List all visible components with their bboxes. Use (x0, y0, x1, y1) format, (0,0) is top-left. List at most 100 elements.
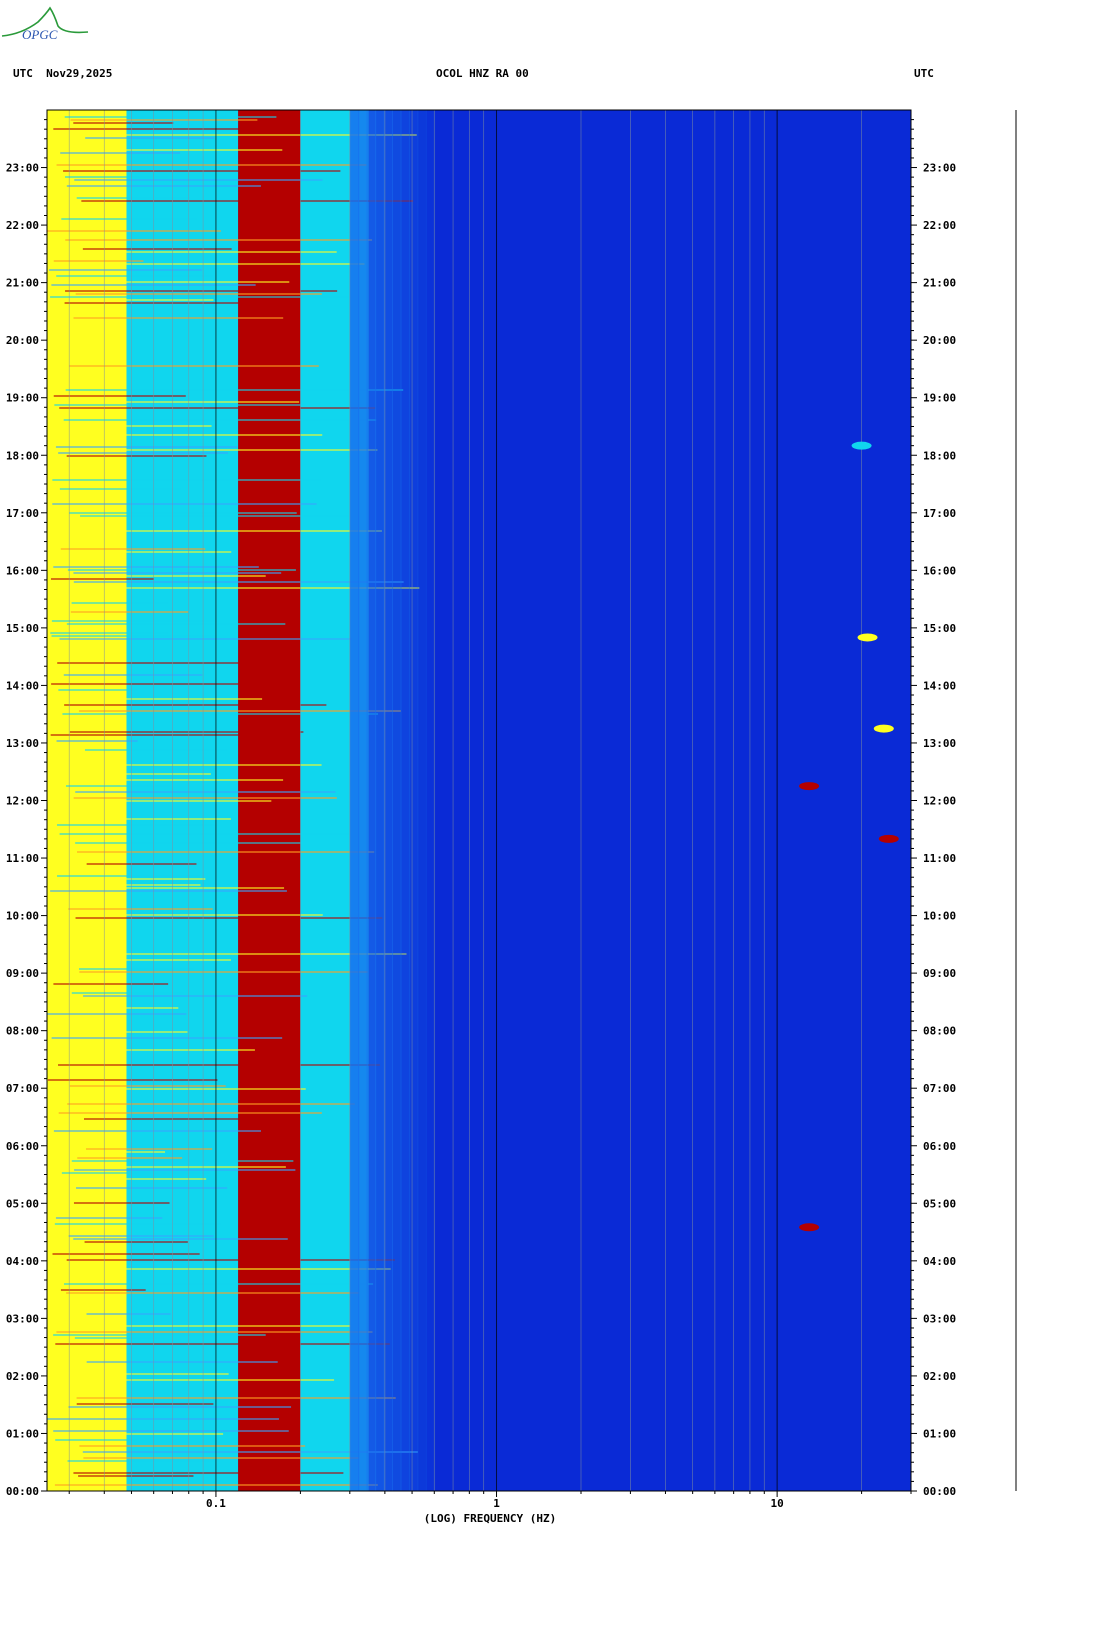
texture-row (79, 1433, 224, 1435)
texture-row (53, 128, 280, 130)
texture-row (59, 833, 356, 835)
texture-row (56, 1331, 373, 1333)
transition-band (425, 110, 436, 1491)
event-3 (857, 633, 878, 642)
texture-row (53, 1334, 266, 1336)
texture-row (67, 1103, 355, 1105)
x-axis-label: (LOG) FREQUENCY (HZ) (424, 1512, 556, 1525)
y-tick-label-right: 10:00 (923, 910, 956, 923)
texture-row (86, 1361, 278, 1363)
transition-band (392, 110, 402, 1491)
y-tick-label-right: 20:00 (923, 334, 956, 347)
texture-row (50, 887, 285, 889)
texture-row (61, 1172, 209, 1174)
texture-row (74, 884, 201, 886)
texture-row (59, 407, 376, 409)
band-4 (368, 110, 911, 1491)
y-tick-label-left: 04:00 (6, 1255, 39, 1268)
texture-row (73, 572, 282, 574)
y-tick-label-right: 01:00 (923, 1427, 956, 1440)
texture-row (75, 791, 336, 793)
texture-row (65, 176, 169, 178)
texture-row (77, 1157, 183, 1159)
texture-row (68, 908, 213, 910)
transition-band (400, 110, 410, 1491)
texture-row (73, 797, 337, 799)
texture-row (71, 602, 168, 604)
texture-row (60, 548, 206, 550)
texture-row (55, 1217, 163, 1219)
y-tick-label-right: 08:00 (923, 1025, 956, 1038)
texture-row (51, 620, 217, 622)
y-tick-label-right: 04:00 (923, 1255, 956, 1268)
texture-row (53, 878, 206, 880)
texture-row (75, 251, 337, 253)
y-tick-label-right: 00:00 (923, 1485, 956, 1498)
y-tick-label-right: 21:00 (923, 277, 956, 290)
texture-row (75, 842, 301, 844)
texture-row (58, 1064, 380, 1066)
texture-row (63, 419, 377, 421)
texture-row (72, 953, 407, 955)
texture-row (81, 200, 414, 202)
texture-row (76, 197, 191, 199)
texture-row (86, 1313, 171, 1315)
texture-row (84, 1241, 188, 1243)
texture-row (66, 575, 266, 577)
y-tick-label-left: 21:00 (6, 277, 39, 290)
texture-row (60, 800, 272, 802)
texture-row (65, 785, 171, 787)
texture-row (76, 449, 378, 451)
event-2 (878, 834, 899, 843)
texture-row (47, 1013, 187, 1015)
texture-row (72, 914, 323, 916)
texture-row (76, 1397, 396, 1399)
texture-row (65, 239, 373, 241)
texture-row (66, 1259, 395, 1261)
texture-row (47, 281, 290, 283)
header-right: UTC (914, 67, 934, 80)
texture-row (83, 995, 308, 997)
texture-row (77, 851, 375, 853)
texture-row (55, 1343, 390, 1345)
texture-row (74, 1337, 161, 1339)
texture-row (70, 1325, 351, 1327)
texture-row (84, 1373, 229, 1375)
texture-row (59, 488, 182, 490)
y-tick-label-left: 20:00 (6, 334, 39, 347)
y-tick-label-left: 15:00 (6, 622, 39, 635)
texture-row (73, 1238, 288, 1240)
y-tick-label-right: 05:00 (923, 1197, 956, 1210)
y-tick-label-right: 13:00 (923, 737, 956, 750)
texture-row (49, 434, 323, 436)
texture-row (66, 698, 263, 700)
texture-row (56, 779, 284, 781)
y-tick-label-left: 01:00 (6, 1427, 39, 1440)
texture-row (69, 731, 304, 733)
texture-row (69, 1085, 226, 1087)
y-tick-label-left: 17:00 (6, 507, 39, 520)
texture-row (66, 623, 286, 625)
texture-row (74, 1169, 296, 1171)
texture-row (71, 1160, 294, 1162)
y-tick-label-right: 17:00 (923, 507, 956, 520)
texture-row (66, 455, 207, 457)
texture-row (74, 179, 323, 181)
transition-band (408, 110, 419, 1491)
texture-row (58, 689, 139, 691)
event-1 (799, 782, 820, 791)
texture-row (78, 710, 401, 712)
texture-row (77, 1166, 286, 1168)
texture-row (65, 389, 404, 391)
y-tick-label-left: 11:00 (6, 852, 39, 865)
y-tick-label-right: 14:00 (923, 679, 956, 692)
texture-row (61, 551, 232, 553)
y-tick-label-right: 06:00 (923, 1140, 956, 1153)
texture-row (83, 1457, 360, 1459)
texture-row (54, 773, 211, 775)
y-tick-label-left: 18:00 (6, 449, 39, 462)
texture-row (54, 1223, 222, 1225)
texture-row (52, 479, 321, 481)
texture-row (58, 1088, 306, 1090)
